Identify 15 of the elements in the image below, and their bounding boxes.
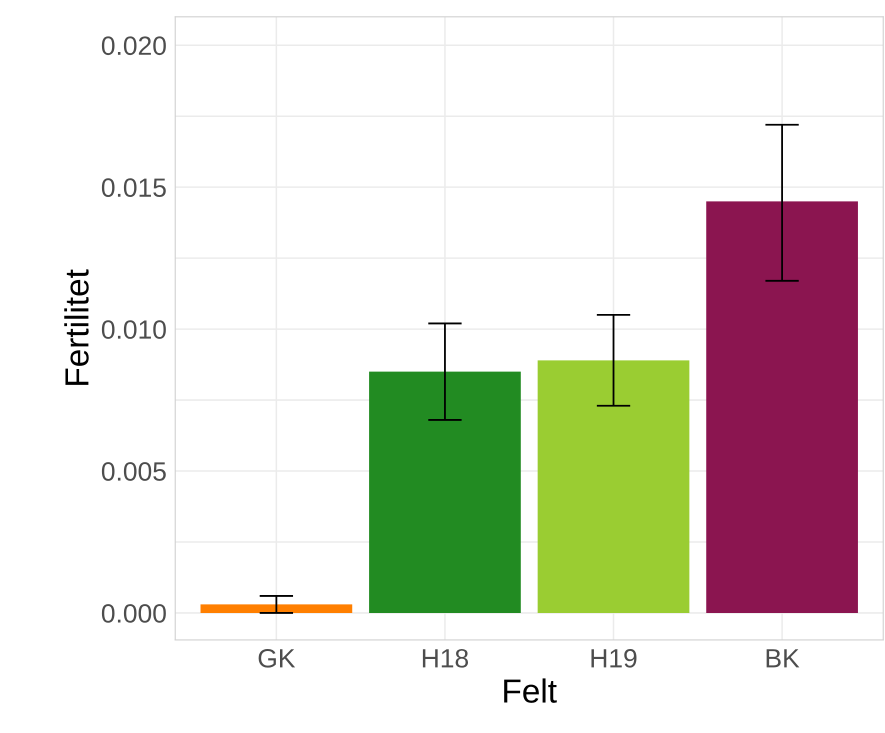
y-tick-label: 0.015 <box>102 178 166 197</box>
x-axis-title: Felt <box>504 678 557 703</box>
y-tick-label: 0.000 <box>102 604 166 623</box>
x-tick-label: H19 <box>591 648 636 668</box>
y-tick-label: 0.005 <box>102 462 166 481</box>
y-tick-label: 0.010 <box>102 320 166 339</box>
x-tick-label: GK <box>258 648 296 668</box>
bar <box>706 201 858 613</box>
x-tick-label: H18 <box>422 648 468 668</box>
x-tick-label: BK <box>766 649 800 668</box>
bar <box>369 372 521 613</box>
bar <box>538 360 690 613</box>
y-axis-title: Fertilitet <box>64 269 89 385</box>
y-tick-label: 0.020 <box>102 36 166 56</box>
bar <box>200 604 352 613</box>
